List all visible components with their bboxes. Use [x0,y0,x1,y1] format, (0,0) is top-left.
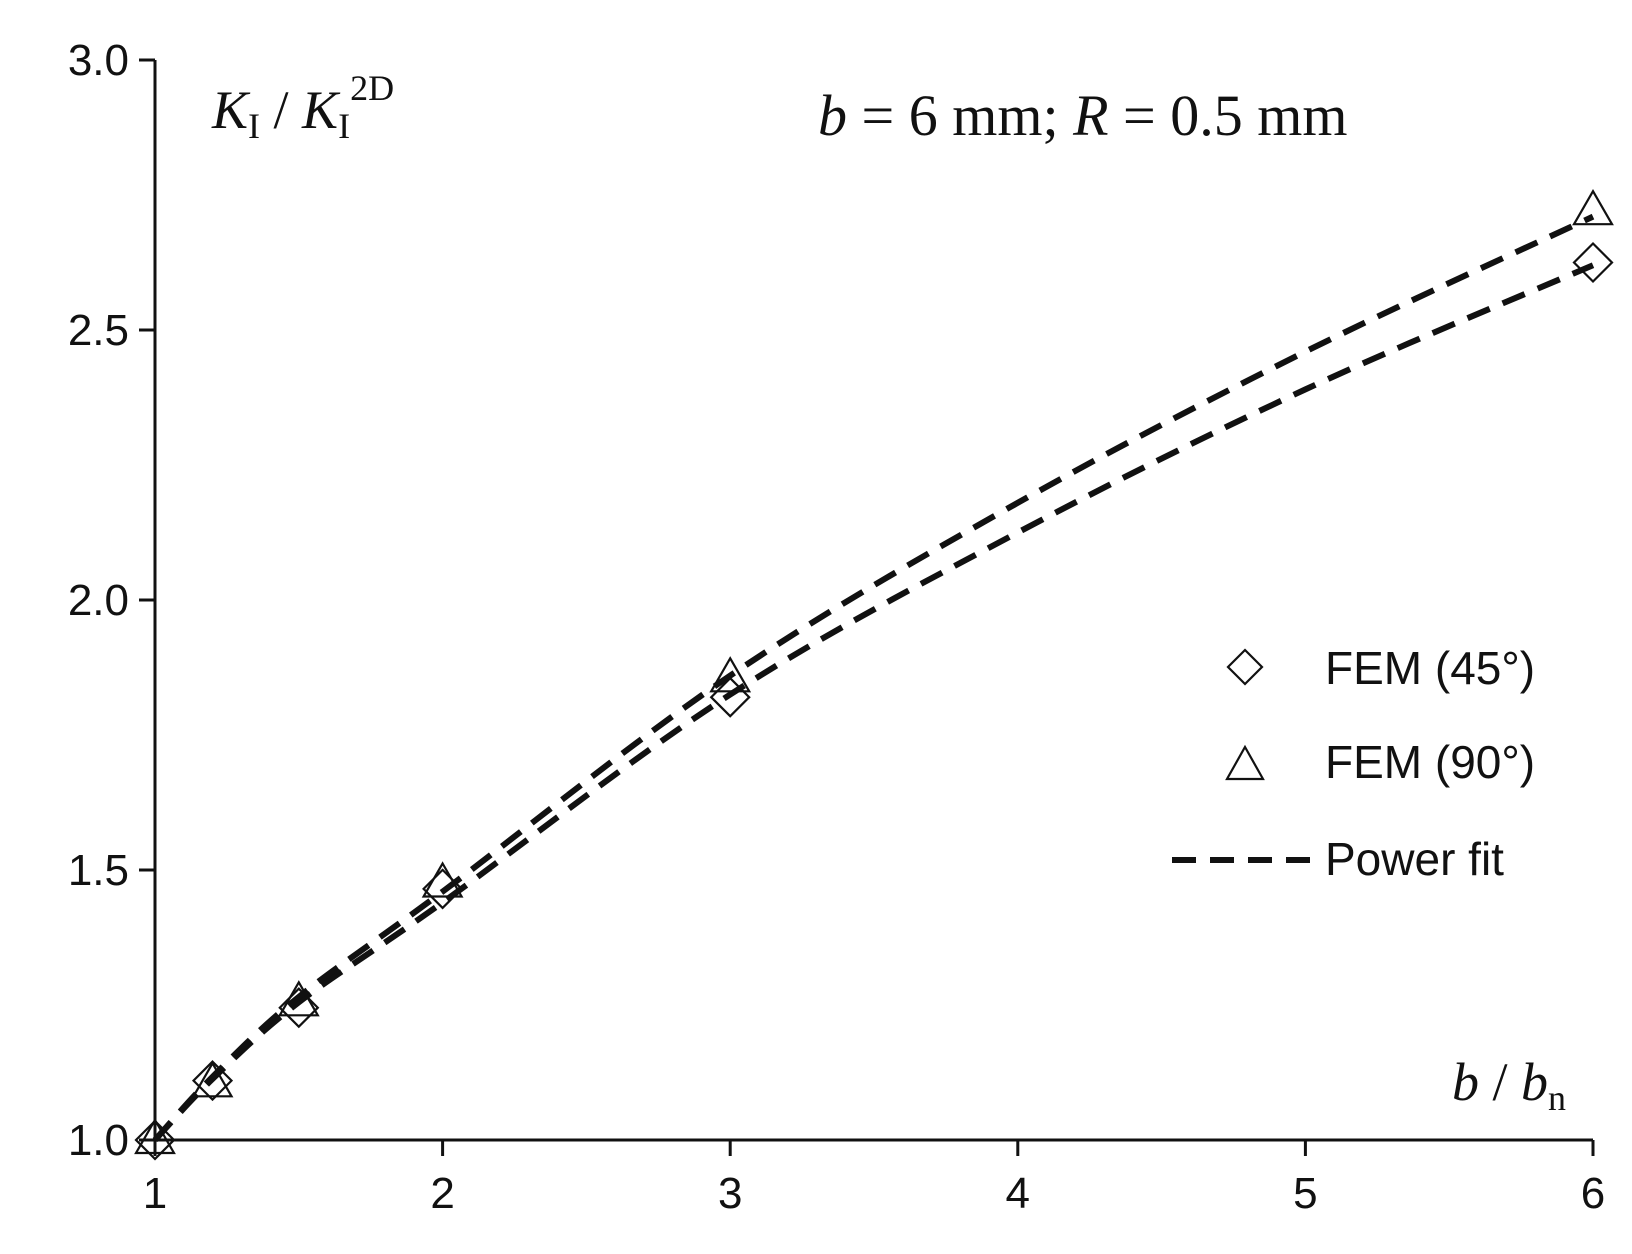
fem-90-point [191,1061,234,1098]
y-tick-label: 1.5 [68,846,129,895]
y-ticks: 1.0 1.5 2.0 2.5 3.0 [68,36,155,1165]
fem-45-point [191,1060,234,1102]
power-fit-lines [152,213,1595,1143]
fem-45-point [134,1119,176,1161]
power-fit-line-2 [152,213,1595,1143]
fem-90-point [1572,188,1614,226]
fem-45-point [278,987,320,1029]
parameters-annotation: b = 6 mm; R = 0.5 mm [818,83,1347,148]
legend-label-power-fit: Power fit [1325,833,1504,885]
fem-45-point [1572,241,1614,284]
x-tick-label: 3 [718,1169,742,1218]
x-axis-label: b / bn [1452,1052,1566,1118]
x-ticks: 1 2 3 4 5 6 [143,1140,1605,1218]
x-tick-label: 1 [143,1169,167,1218]
legend-label-fem-45: FEM (45°) [1325,642,1535,694]
fem-45-point [422,868,464,910]
y-tick-label: 2.5 [68,306,129,355]
legend-label-fem-90: FEM (90°) [1325,736,1535,788]
legend: FEM (45°) FEM (90°) Power fit [1172,642,1535,885]
x-tick-label: 6 [1581,1169,1605,1218]
axes [153,60,1593,1142]
y-tick-label: 1.0 [68,1116,129,1165]
y-tick-label: 3.0 [68,36,129,85]
x-tick-label: 2 [430,1169,454,1218]
power-fit-line-1 [152,262,1595,1143]
fem-90-point [277,980,320,1017]
legend-diamond-marker [1226,648,1264,686]
data-points [134,188,1614,1161]
fem-90-point [134,1117,176,1155]
legend-item-fem-90: FEM (90°) [1225,736,1535,788]
fem-90-point [709,656,752,693]
legend-item-fem-45: FEM (45°) [1226,642,1535,694]
legend-item-power-fit: Power fit [1172,833,1504,885]
y-tick-label: 2.0 [68,576,129,625]
x-tick-label: 4 [1006,1169,1030,1218]
y-axis-label: KI / KI2D [211,68,394,146]
legend-triangle-marker [1225,744,1265,781]
x-tick-label: 5 [1293,1169,1317,1218]
fem-90-point [421,861,464,898]
